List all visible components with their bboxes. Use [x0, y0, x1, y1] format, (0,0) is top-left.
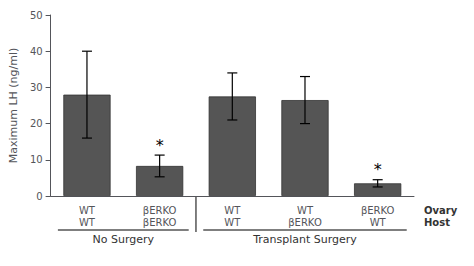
- svg-text:βERKO: βERKO: [143, 205, 177, 216]
- svg-text:20: 20: [30, 118, 43, 129]
- svg-text:*: *: [156, 136, 164, 155]
- svg-text:WT: WT: [370, 217, 387, 228]
- svg-text:*: *: [374, 160, 382, 179]
- svg-text:WT: WT: [79, 217, 96, 228]
- svg-text:WT: WT: [224, 205, 241, 216]
- svg-text:Host: Host: [424, 217, 450, 228]
- svg-text:Ovary: Ovary: [424, 205, 458, 216]
- svg-text:50: 50: [30, 10, 43, 21]
- svg-text:30: 30: [30, 82, 43, 93]
- svg-text:βERKO: βERKO: [143, 217, 177, 228]
- svg-text:40: 40: [30, 46, 43, 57]
- svg-text:0: 0: [36, 191, 42, 202]
- svg-text:No Surgery: No Surgery: [93, 233, 155, 246]
- svg-text:WT: WT: [297, 205, 314, 216]
- svg-text:βERKO: βERKO: [288, 217, 322, 228]
- svg-text:WT: WT: [79, 205, 96, 216]
- svg-text:Transplant Surgery: Transplant Surgery: [252, 233, 357, 246]
- svg-text:WT: WT: [224, 217, 241, 228]
- svg-text:10: 10: [30, 154, 43, 165]
- svg-text:βERKO: βERKO: [361, 205, 395, 216]
- svg-text:Maximum LH (ng/ml): Maximum LH (ng/ml): [7, 48, 20, 164]
